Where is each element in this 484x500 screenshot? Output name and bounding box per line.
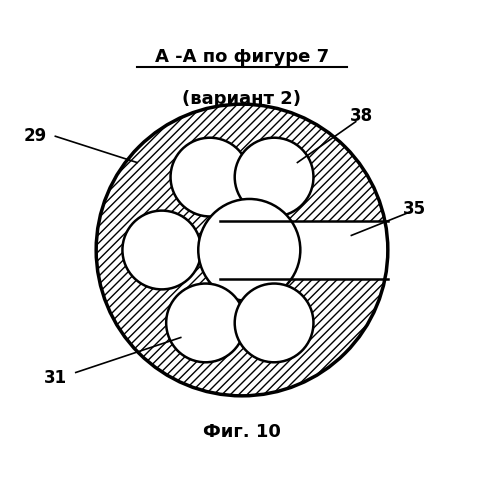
Text: 35: 35	[403, 200, 425, 218]
Circle shape	[235, 284, 314, 362]
Text: А -А по фигуре 7: А -А по фигуре 7	[155, 48, 329, 66]
Bar	[220, 221, 388, 279]
Text: (вариант 2): (вариант 2)	[182, 90, 302, 108]
Text: 31: 31	[44, 370, 67, 388]
Text: 38: 38	[350, 107, 373, 125]
Text: Фиг. 10: Фиг. 10	[203, 424, 281, 442]
Text: 29: 29	[23, 128, 46, 146]
Circle shape	[198, 199, 301, 301]
Circle shape	[235, 138, 314, 216]
Circle shape	[122, 210, 201, 290]
Circle shape	[170, 138, 249, 216]
Circle shape	[96, 104, 388, 396]
Circle shape	[166, 284, 245, 362]
